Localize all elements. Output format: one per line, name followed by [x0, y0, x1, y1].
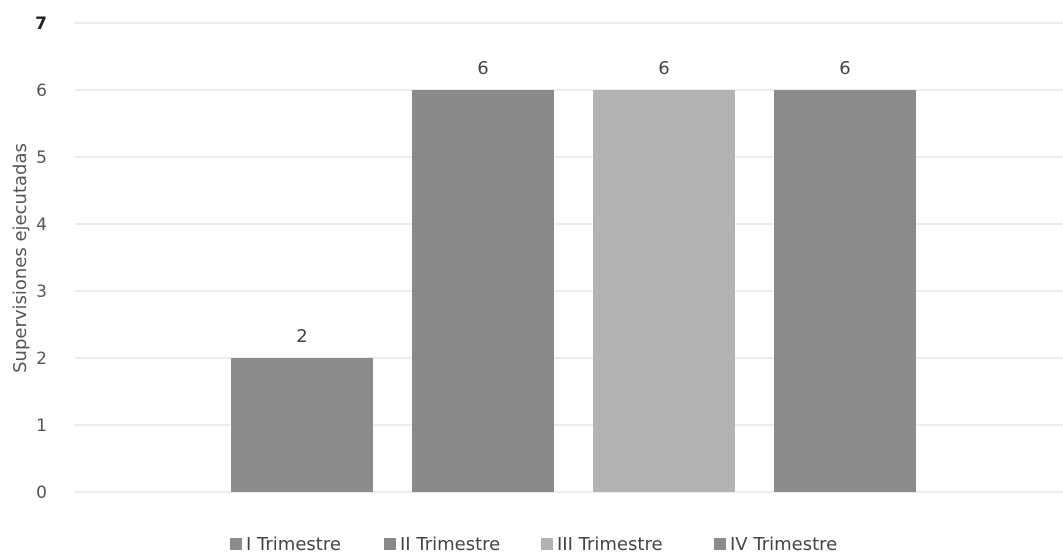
y-tick-label-3: 3	[36, 282, 47, 302]
data-label-2: 6	[477, 58, 488, 79]
y-tick-label-0: 0	[36, 483, 47, 503]
data-label-1: 2	[296, 326, 307, 347]
bar-1	[231, 358, 373, 492]
legend-swatch-4	[714, 538, 726, 550]
y-axis-title: Supervisiones ejecutadas	[10, 143, 31, 373]
y-tick-label-5: 5	[36, 148, 47, 168]
legend-swatch-3	[541, 538, 553, 550]
legend: I Trimestre II Trimestre III Trimestre IV T…	[230, 534, 837, 555]
legend-label-3: III Trimestre	[557, 534, 663, 555]
y-tick-label-6: 6	[36, 81, 47, 101]
y-axis-ticks: 0 1 2 3 4 5 6 7	[35, 14, 47, 503]
y-tick-label-4: 4	[36, 215, 47, 235]
legend-label-1: I Trimestre	[246, 534, 341, 555]
y-tick-label-2: 2	[36, 349, 47, 369]
legend-swatch-1	[230, 538, 242, 550]
data-labels: 2 6 6 6	[296, 58, 850, 347]
y-tick-label-7: 7	[35, 14, 47, 34]
bar-3	[593, 90, 735, 492]
y-tick-label-1: 1	[36, 416, 47, 436]
legend-label-2: II Trimestre	[400, 534, 500, 555]
data-label-3: 6	[658, 58, 669, 79]
bars	[231, 90, 916, 492]
bar-2	[412, 90, 554, 492]
data-label-4: 6	[839, 58, 850, 79]
legend-label-4: IV Trimestre	[730, 534, 837, 555]
bar-4	[774, 90, 916, 492]
legend-swatch-2	[384, 538, 396, 550]
